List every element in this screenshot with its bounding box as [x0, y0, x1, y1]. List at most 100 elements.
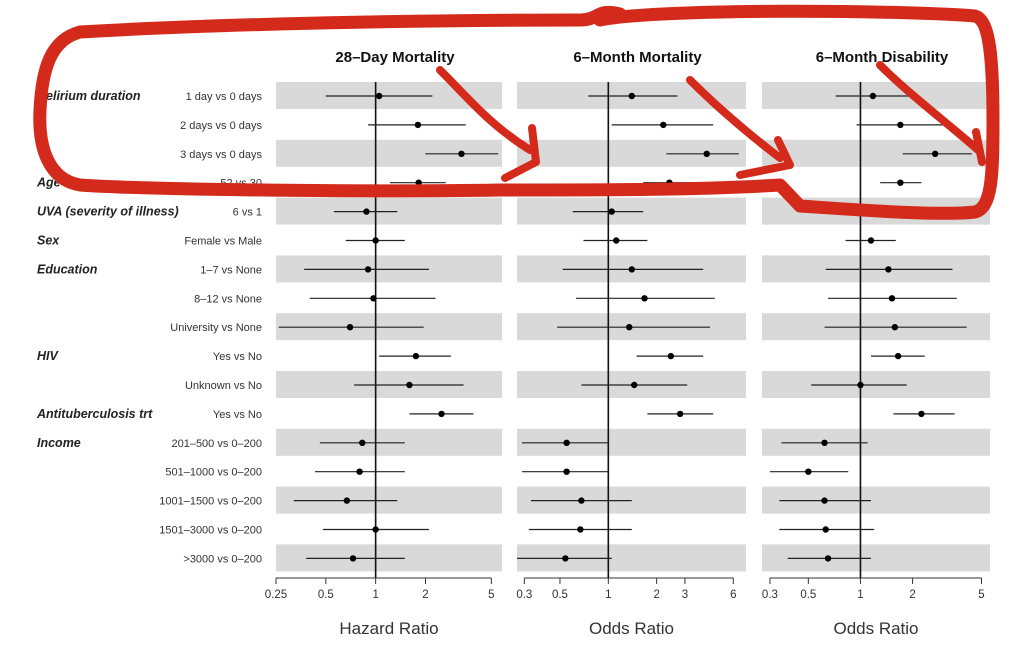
level-label: Yes vs No	[213, 351, 262, 363]
x-tick-label: 5	[488, 589, 494, 601]
row-labels: Delirium duration 1 day vs 0 days 2 days v…	[36, 89, 262, 565]
x-tick-label: 0.25	[265, 589, 287, 601]
x-tick-label: 3	[682, 589, 688, 601]
x-tick-label: 2	[422, 589, 428, 601]
x-tick-label: 1	[372, 589, 378, 601]
point-estimate	[578, 497, 585, 504]
variable-label: HIV	[37, 349, 60, 363]
panel-title: 6–Month Mortality	[573, 49, 702, 66]
point-estimate	[563, 468, 570, 475]
point-estimate	[359, 439, 366, 446]
x-tick-label: 1	[605, 589, 611, 601]
point-estimate	[918, 410, 925, 418]
point-estimate	[821, 497, 828, 504]
point-estimate	[563, 439, 570, 446]
variable-label: Sex	[37, 234, 60, 248]
point-estimate	[867, 237, 875, 244]
point-estimate	[894, 352, 902, 360]
variable-label: Delirium duration	[37, 89, 141, 103]
level-label: Yes vs No	[213, 409, 262, 421]
point-estimate	[414, 121, 422, 129]
panel-2: 6–Month Mortality 0.3 0.5 1 2 3 6 Odds Ratio	[516, 49, 739, 638]
level-label: Unknown vs No	[185, 380, 262, 392]
level-label: Female vs Male	[184, 236, 262, 248]
point-estimate	[364, 266, 372, 273]
point-estimate	[869, 92, 877, 100]
panel-title: 28–Day Mortality	[335, 49, 455, 66]
point-estimate	[613, 237, 620, 244]
level-label: 2 days vs 0 days	[180, 120, 262, 132]
point-estimate	[577, 526, 584, 533]
variable-label: UVA (severity of illness)	[37, 205, 179, 219]
annotation-arrow-1	[436, 66, 540, 182]
point-estimate	[703, 150, 710, 157]
point-estimate	[406, 381, 413, 389]
variable-label: Antituberculosis trt	[36, 407, 153, 421]
point-estimate	[608, 208, 615, 215]
point-estimate	[363, 208, 370, 215]
point-estimate	[891, 324, 899, 331]
point-estimate	[821, 439, 828, 446]
point-estimate	[667, 352, 675, 360]
x-tick-label: 0.5	[318, 589, 334, 601]
point-estimate	[458, 150, 465, 157]
x-tick-label: 0.5	[552, 589, 568, 601]
point-estimate	[897, 121, 904, 129]
point-estimate	[438, 410, 445, 418]
point-estimate	[562, 555, 569, 562]
point-estimate	[372, 526, 379, 533]
level-label: 201–500 vs 0–200	[171, 438, 262, 450]
x-axis-title: Odds Ratio	[833, 619, 918, 638]
annotation-arrow-2	[686, 76, 794, 179]
x-tick-label: 0.3	[762, 589, 778, 601]
row-bands	[276, 82, 990, 572]
point-estimate	[343, 497, 351, 504]
variable-label: Income	[37, 436, 81, 450]
point-estimate	[356, 468, 363, 475]
level-label: 8–12 vs None	[194, 293, 262, 305]
level-label: 1 day vs 0 days	[186, 91, 263, 103]
panel-title: 6–Month Disability	[816, 49, 949, 66]
point-estimate	[660, 121, 667, 129]
level-label: 501–1000 vs 0–200	[165, 467, 262, 479]
x-axis-title: Hazard Ratio	[339, 619, 438, 638]
point-estimate	[822, 526, 829, 533]
point-estimate	[370, 295, 377, 302]
level-label: 1001–1500 vs 0–200	[159, 496, 262, 508]
point-estimate	[628, 92, 635, 100]
point-estimate	[641, 295, 648, 302]
level-label: 6 vs 1	[233, 207, 262, 219]
point-estimate	[631, 381, 638, 389]
x-tick-label: 2	[909, 589, 915, 601]
panel-1: 28–Day Mortality 0.25 0.5 1 2 5 Hazard Ratio	[265, 49, 499, 638]
point-estimate	[626, 324, 633, 331]
variable-label: Education	[37, 262, 98, 276]
level-label: 1–7 vs None	[200, 264, 262, 276]
point-estimate	[885, 266, 892, 273]
level-label: >3000 vs 0–200	[183, 553, 262, 565]
level-label: 3 days vs 0 days	[180, 149, 262, 161]
x-tick-label: 0.3	[516, 589, 532, 601]
point-estimate	[805, 468, 812, 475]
x-tick-label: 2	[653, 589, 659, 601]
level-label: 1501–3000 vs 0–200	[159, 525, 262, 537]
x-axis-title: Odds Ratio	[589, 619, 674, 638]
point-estimate	[346, 324, 354, 331]
point-estimate	[375, 92, 383, 100]
annotation-arrow-3	[876, 61, 986, 166]
point-estimate	[931, 150, 939, 157]
point-estimate	[412, 352, 420, 360]
point-estimate	[857, 381, 864, 389]
panel-3: 6–Month Disability 0.3 0.5 1 2 5 Odds Ratio	[762, 49, 985, 638]
x-tick-label: 5	[978, 589, 984, 601]
level-label: University vs None	[170, 322, 262, 334]
point-estimate	[372, 237, 379, 244]
point-estimate	[349, 555, 357, 562]
x-tick-label: 0.5	[800, 589, 816, 601]
point-estimate	[628, 266, 635, 273]
point-estimate	[676, 410, 684, 418]
panels: 28–Day Mortality 0.25 0.5 1 2 5 Hazard Ratio 6–…	[265, 49, 985, 638]
x-tick-label: 1	[857, 589, 863, 601]
point-estimate	[824, 555, 832, 562]
